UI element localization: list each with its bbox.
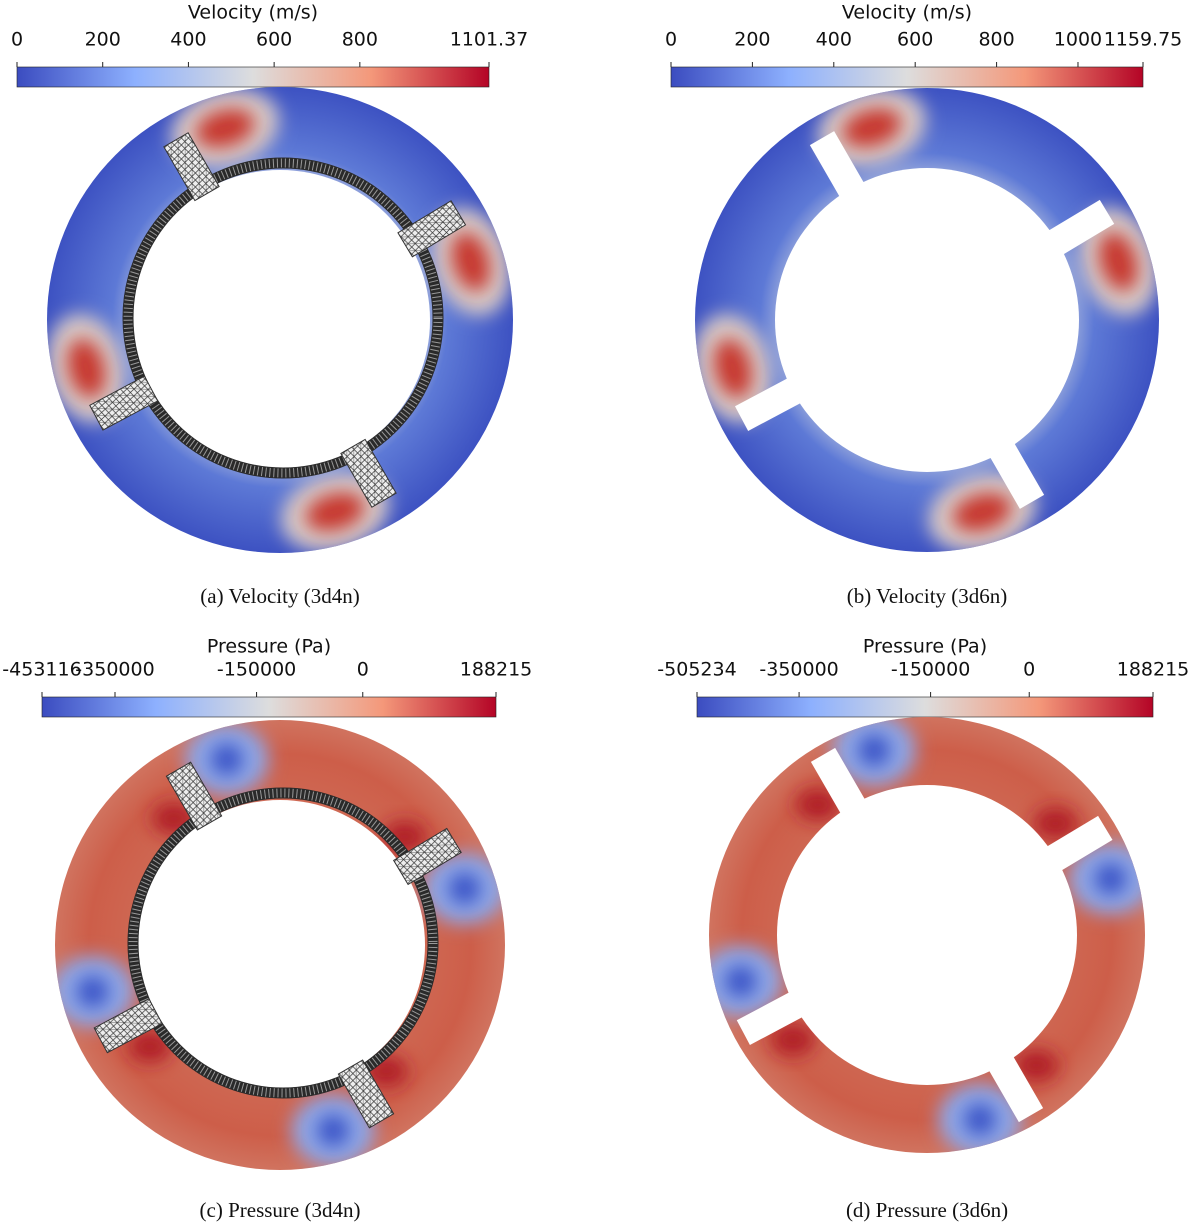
flow-field bbox=[51, 720, 507, 1170]
caption: (d) Pressure (3d6n) bbox=[846, 1198, 1008, 1222]
colorbar-tick-label: 1000 bbox=[1054, 29, 1102, 51]
flow-field bbox=[699, 714, 1153, 1155]
colorbar-tick-label: 600 bbox=[256, 29, 292, 51]
low bbox=[211, 743, 243, 775]
colorbar-title: Pressure (Pa) bbox=[863, 636, 987, 658]
colorbar bbox=[17, 67, 489, 87]
colorbar-tick-label: 1159.75 bbox=[1104, 29, 1183, 51]
colorbar bbox=[697, 697, 1153, 717]
colorbar-tick-label: 400 bbox=[816, 29, 852, 51]
colorbar-tick-label: 188215 bbox=[1117, 659, 1190, 681]
caption: (c) Pressure (3d4n) bbox=[200, 1198, 361, 1222]
colorbar-tick-label: -505234 bbox=[657, 659, 736, 681]
colorbar-tick-label: 188215 bbox=[460, 659, 533, 681]
panel: Velocity (m/s) 0 200 400 600 800 1101.37 (a) Ve… bbox=[11, 2, 528, 608]
low bbox=[858, 734, 890, 766]
colorbar-tick-label: 200 bbox=[734, 29, 770, 51]
panel: Pressure (Pa) -505234 -350000 -150000 0 18821… bbox=[657, 636, 1189, 1222]
colorbar-tick-label: 0 bbox=[1023, 659, 1035, 681]
colorbar-tick-label: -350000 bbox=[75, 659, 154, 681]
caption: (b) Velocity (3d6n) bbox=[847, 584, 1008, 608]
colorbar-tick-label: -453116 bbox=[2, 659, 81, 681]
flow-field bbox=[683, 76, 1171, 564]
colorbar-tick-label: 0 bbox=[11, 29, 23, 51]
colorbar-tick-label: 0 bbox=[665, 29, 677, 51]
colorbar-tick-label: 0 bbox=[357, 659, 369, 681]
colorbar-tick-label: -150000 bbox=[217, 659, 296, 681]
colorbar-tick-label: 800 bbox=[978, 29, 1014, 51]
low bbox=[725, 965, 757, 997]
caption: (a) Velocity (3d4n) bbox=[200, 584, 359, 608]
colorbar-tick-label: 800 bbox=[342, 29, 378, 51]
colorbar bbox=[671, 67, 1143, 87]
panel: Pressure (Pa) -453116-350000 -150000 0 18821… bbox=[2, 636, 532, 1222]
inner-hole bbox=[775, 168, 1079, 472]
colorbar-title: Pressure (Pa) bbox=[207, 636, 331, 658]
inner-hole bbox=[777, 785, 1077, 1085]
low bbox=[317, 1115, 349, 1147]
colorbar-tick-label: -350000 bbox=[759, 659, 838, 681]
low bbox=[77, 976, 109, 1008]
colorbar-tick-label: -150000 bbox=[891, 659, 970, 681]
colorbar-tick-label: 1101.37 bbox=[450, 29, 529, 51]
colorbar bbox=[42, 697, 496, 717]
low bbox=[449, 873, 481, 905]
flow-field bbox=[36, 77, 523, 564]
low bbox=[1095, 863, 1127, 895]
colorbar-tick-label: 600 bbox=[897, 29, 933, 51]
colorbar-title: Velocity (m/s) bbox=[842, 2, 972, 24]
colorbar-tick-label: 400 bbox=[170, 29, 206, 51]
colorbar-tick-label: 200 bbox=[85, 29, 121, 51]
colorbar-title: Velocity (m/s) bbox=[188, 2, 318, 24]
low bbox=[964, 1104, 996, 1136]
figure: Velocity (m/s) 0 200 400 600 800 1101.37 (a) Ve… bbox=[0, 0, 1195, 1228]
